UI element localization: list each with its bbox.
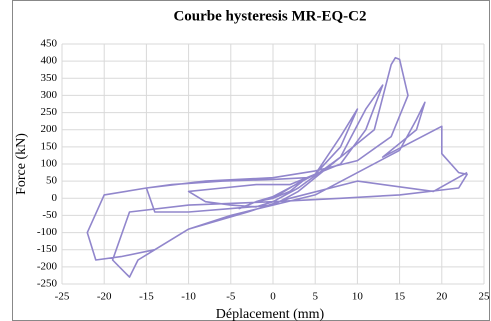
y-tick-label: 50 bbox=[46, 175, 58, 187]
x-tick-label: 0 bbox=[270, 291, 276, 303]
y-tick-label: 350 bbox=[41, 72, 58, 84]
y-tick-label: 250 bbox=[41, 106, 58, 118]
chart-title: Courbe hysteresis MR-EQ-C2 bbox=[173, 8, 366, 24]
y-tick-label: -50 bbox=[42, 209, 57, 221]
x-tick-label: -20 bbox=[97, 291, 112, 303]
x-tick-label: -10 bbox=[181, 291, 196, 303]
x-tick-label: -15 bbox=[139, 291, 154, 303]
y-tick-label: 0 bbox=[52, 192, 58, 204]
x-tick-label: 25 bbox=[479, 291, 491, 303]
y-tick-label: -200 bbox=[37, 260, 58, 272]
chart-frame bbox=[12, 0, 490, 321]
y-tick-label: -250 bbox=[37, 278, 58, 290]
x-tick-label: 20 bbox=[436, 291, 448, 303]
x-tick-label: -25 bbox=[55, 291, 70, 303]
x-axis-label: Déplacement (mm) bbox=[216, 307, 325, 321]
x-tick-label: -5 bbox=[226, 291, 236, 303]
y-tick-label: 150 bbox=[41, 140, 58, 152]
y-tick-label: 400 bbox=[41, 55, 58, 67]
y-tick-label: 200 bbox=[41, 123, 58, 135]
x-tick-label: 5 bbox=[312, 291, 318, 303]
x-tick-label: 10 bbox=[352, 291, 364, 303]
y-axis-label: Force (kN) bbox=[14, 133, 29, 195]
hysteresis-curve bbox=[86, 56, 468, 278]
y-tick-label: 450 bbox=[41, 38, 58, 50]
y-tick-label: -100 bbox=[37, 226, 58, 238]
y-tick-label: 300 bbox=[41, 89, 58, 101]
y-tick-label: -150 bbox=[37, 243, 58, 255]
x-tick-label: 15 bbox=[394, 291, 406, 303]
y-tick-label: 100 bbox=[41, 158, 58, 170]
